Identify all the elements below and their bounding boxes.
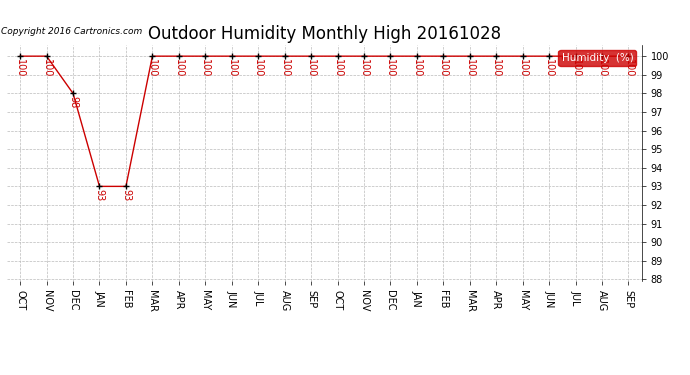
Text: 100: 100 [571,59,580,77]
Text: 93: 93 [95,189,104,201]
Text: 93: 93 [121,189,131,201]
Text: 100: 100 [253,59,263,77]
Text: 100: 100 [227,59,237,77]
Text: 100: 100 [544,59,554,77]
Text: 100: 100 [174,59,184,77]
Text: 100: 100 [41,59,52,77]
Text: 100: 100 [359,59,369,77]
Title: Outdoor Humidity Monthly High 20161028: Outdoor Humidity Monthly High 20161028 [148,26,501,44]
Text: 100: 100 [15,59,25,77]
Text: 100: 100 [491,59,501,77]
Text: 100: 100 [279,59,290,77]
Text: 100: 100 [597,59,607,77]
Text: 100: 100 [200,59,210,77]
Text: 100: 100 [518,59,528,77]
Text: 100: 100 [306,59,316,77]
Text: 100: 100 [465,59,475,77]
Text: Copyright 2016 Cartronics.com: Copyright 2016 Cartronics.com [1,27,142,36]
Text: 100: 100 [412,59,422,77]
Text: 100: 100 [624,59,633,77]
Text: 100: 100 [333,59,342,77]
Text: 98: 98 [68,96,78,108]
Text: 100: 100 [438,59,449,77]
Text: 100: 100 [148,59,157,77]
Legend: Humidity  (%): Humidity (%) [558,50,636,66]
Text: 100: 100 [386,59,395,77]
